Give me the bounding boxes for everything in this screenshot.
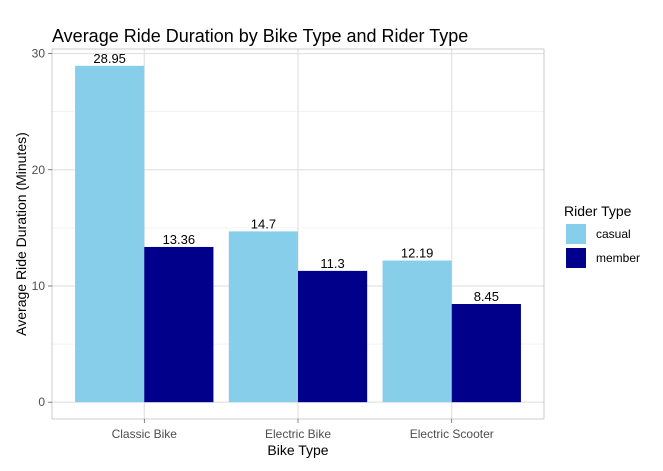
legend-key-casual [566, 224, 586, 244]
y-axis-ticks: 0 10 20 30 [32, 47, 52, 409]
data-label-member: 8.45 [474, 289, 499, 304]
data-label-member: 11.3 [320, 256, 344, 271]
data-label-casual: 28.95 [93, 51, 126, 66]
legend: Rider Type casual member [564, 203, 640, 268]
x-tick-label: Electric Bike [265, 427, 331, 441]
y-tick-label: 10 [32, 279, 46, 293]
bar-member [144, 246, 214, 403]
y-tick-label: 30 [32, 47, 46, 61]
bar-casual [382, 260, 452, 403]
legend-label-member: member [596, 251, 640, 265]
bar-member [298, 270, 368, 403]
bar-casual [228, 231, 298, 403]
legend-title: Rider Type [564, 203, 632, 219]
x-tick-label: Electric Scooter [410, 427, 494, 441]
x-tick-label: Classic Bike [112, 427, 178, 441]
chart-title: Average Ride Duration by Bike Type and R… [52, 26, 468, 46]
bar-casual [75, 65, 145, 403]
legend-label-casual: casual [596, 227, 631, 241]
data-label-casual: 14.7 [251, 216, 276, 231]
data-label-casual: 12.19 [401, 246, 434, 261]
data-label-member: 13.36 [163, 232, 196, 247]
x-axis-title: Bike Type [267, 442, 328, 458]
bar-member [451, 304, 521, 403]
x-axis-ticks: Classic Bike Electric Bike Electric Scoote… [112, 419, 494, 441]
y-tick-label: 20 [32, 163, 46, 177]
bars [75, 65, 521, 403]
data-labels: 28.95 13.36 14.7 11.3 12.19 8.45 [93, 51, 499, 304]
y-axis-title: Average Ride Duration (Minutes) [13, 132, 29, 336]
legend-key-member [566, 248, 586, 268]
y-tick-label: 0 [38, 395, 45, 409]
